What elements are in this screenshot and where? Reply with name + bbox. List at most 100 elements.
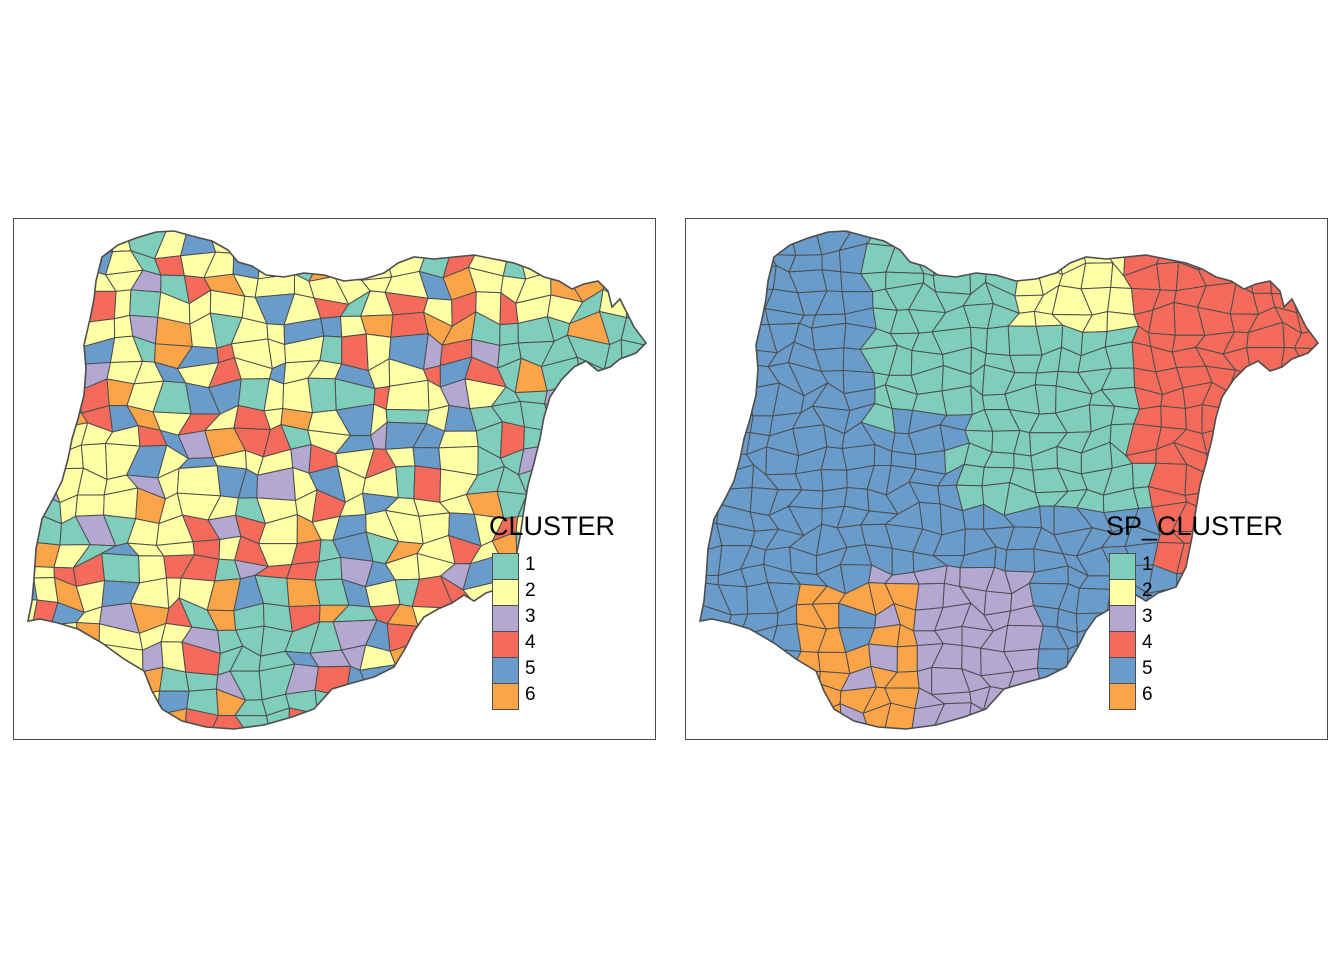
lga-region bbox=[269, 733, 288, 740]
lga-region bbox=[439, 696, 471, 718]
lga-region bbox=[1080, 668, 1105, 696]
lga-region bbox=[700, 522, 707, 551]
lga-region bbox=[1319, 672, 1328, 695]
lga-region bbox=[1085, 682, 1113, 711]
lga-region bbox=[1276, 601, 1304, 631]
lga-region bbox=[1230, 219, 1246, 227]
lga-region bbox=[540, 442, 581, 468]
lga-region bbox=[1302, 601, 1318, 635]
lga-region bbox=[204, 714, 248, 729]
lga-region bbox=[1229, 231, 1247, 252]
lga-region bbox=[469, 231, 500, 236]
lga-region bbox=[649, 400, 656, 430]
lga-region bbox=[700, 724, 729, 729]
lga-region bbox=[700, 250, 728, 273]
lga-region bbox=[1291, 525, 1318, 555]
lga-region bbox=[84, 713, 111, 729]
lga-region bbox=[1319, 363, 1328, 389]
lga-region bbox=[649, 226, 656, 259]
lga-region bbox=[1226, 390, 1262, 410]
lga-region bbox=[1326, 342, 1328, 368]
lga-region bbox=[232, 246, 262, 280]
map-regions bbox=[686, 219, 1328, 729]
lga-region bbox=[1178, 646, 1205, 668]
lga-region bbox=[1275, 231, 1295, 248]
lga-region bbox=[28, 450, 39, 481]
lga-region bbox=[823, 721, 850, 729]
lga-region bbox=[28, 489, 36, 514]
lga-region bbox=[54, 231, 85, 232]
lga-region bbox=[256, 231, 300, 238]
lga-region bbox=[911, 219, 945, 230]
lga-region bbox=[686, 443, 695, 470]
lga-region bbox=[184, 732, 213, 740]
lga-region bbox=[1081, 242, 1114, 264]
lga-region bbox=[28, 358, 55, 389]
lga-region bbox=[1321, 305, 1328, 330]
lga-region bbox=[28, 596, 38, 634]
lga-region bbox=[1032, 685, 1069, 712]
lga-region bbox=[1322, 219, 1328, 233]
lga-region bbox=[1202, 231, 1233, 256]
lga-region bbox=[551, 431, 581, 455]
lga-region bbox=[31, 467, 61, 504]
lga-region bbox=[46, 268, 88, 305]
lga-region bbox=[576, 597, 599, 632]
lga-region bbox=[700, 368, 722, 389]
lga-region bbox=[618, 662, 646, 695]
lga-region bbox=[575, 422, 600, 454]
lga-region bbox=[1324, 591, 1328, 612]
lga-region bbox=[574, 643, 604, 679]
lga-region bbox=[104, 694, 139, 716]
legend-swatch-1 bbox=[492, 553, 519, 580]
legend-swatch-3 bbox=[1109, 605, 1136, 632]
lga-region bbox=[1080, 262, 1114, 290]
lga-region bbox=[1281, 525, 1300, 555]
lga-region bbox=[1297, 447, 1318, 473]
lga-region bbox=[720, 681, 754, 717]
lga-region bbox=[28, 541, 37, 567]
lga-region bbox=[365, 686, 399, 717]
lga-region bbox=[574, 231, 603, 237]
lga-region bbox=[28, 292, 64, 320]
lga-region bbox=[28, 509, 37, 544]
lga-region bbox=[337, 696, 372, 717]
lga-region bbox=[1195, 722, 1233, 729]
legend-title: CLUSTER bbox=[489, 511, 616, 541]
lga-region bbox=[1203, 691, 1227, 711]
lga-region bbox=[28, 728, 65, 729]
lga-region bbox=[596, 627, 627, 647]
lga-region bbox=[1305, 431, 1318, 455]
lga-region bbox=[621, 714, 646, 729]
lga-region bbox=[1195, 666, 1229, 695]
lga-region bbox=[1106, 286, 1135, 316]
lga-region bbox=[1032, 705, 1069, 729]
lga-region bbox=[596, 386, 632, 407]
lga-region bbox=[54, 290, 86, 324]
lga-region bbox=[392, 707, 424, 729]
lga-region bbox=[598, 707, 626, 729]
lga-region bbox=[1246, 347, 1285, 375]
lga-region bbox=[1075, 587, 1111, 615]
lga-region bbox=[700, 284, 704, 317]
lga-region bbox=[700, 661, 731, 689]
lga-region bbox=[28, 711, 59, 729]
lga-region bbox=[1251, 621, 1285, 652]
lga-region bbox=[597, 558, 627, 588]
lga-region bbox=[1272, 562, 1304, 591]
lga-region bbox=[394, 219, 425, 226]
lga-region bbox=[441, 734, 475, 740]
lga-region bbox=[1050, 721, 1085, 729]
lga-region bbox=[598, 449, 631, 472]
lga-region bbox=[932, 248, 971, 277]
lga-region bbox=[766, 648, 802, 673]
lga-region bbox=[1136, 725, 1160, 729]
lga-region bbox=[967, 726, 997, 729]
lga-region bbox=[700, 231, 709, 234]
lga-region bbox=[28, 425, 33, 458]
lga-region bbox=[1080, 231, 1103, 244]
lga-region bbox=[596, 598, 625, 632]
lga-region bbox=[1292, 266, 1318, 296]
lga-region bbox=[648, 454, 656, 480]
lga-region bbox=[113, 289, 132, 320]
